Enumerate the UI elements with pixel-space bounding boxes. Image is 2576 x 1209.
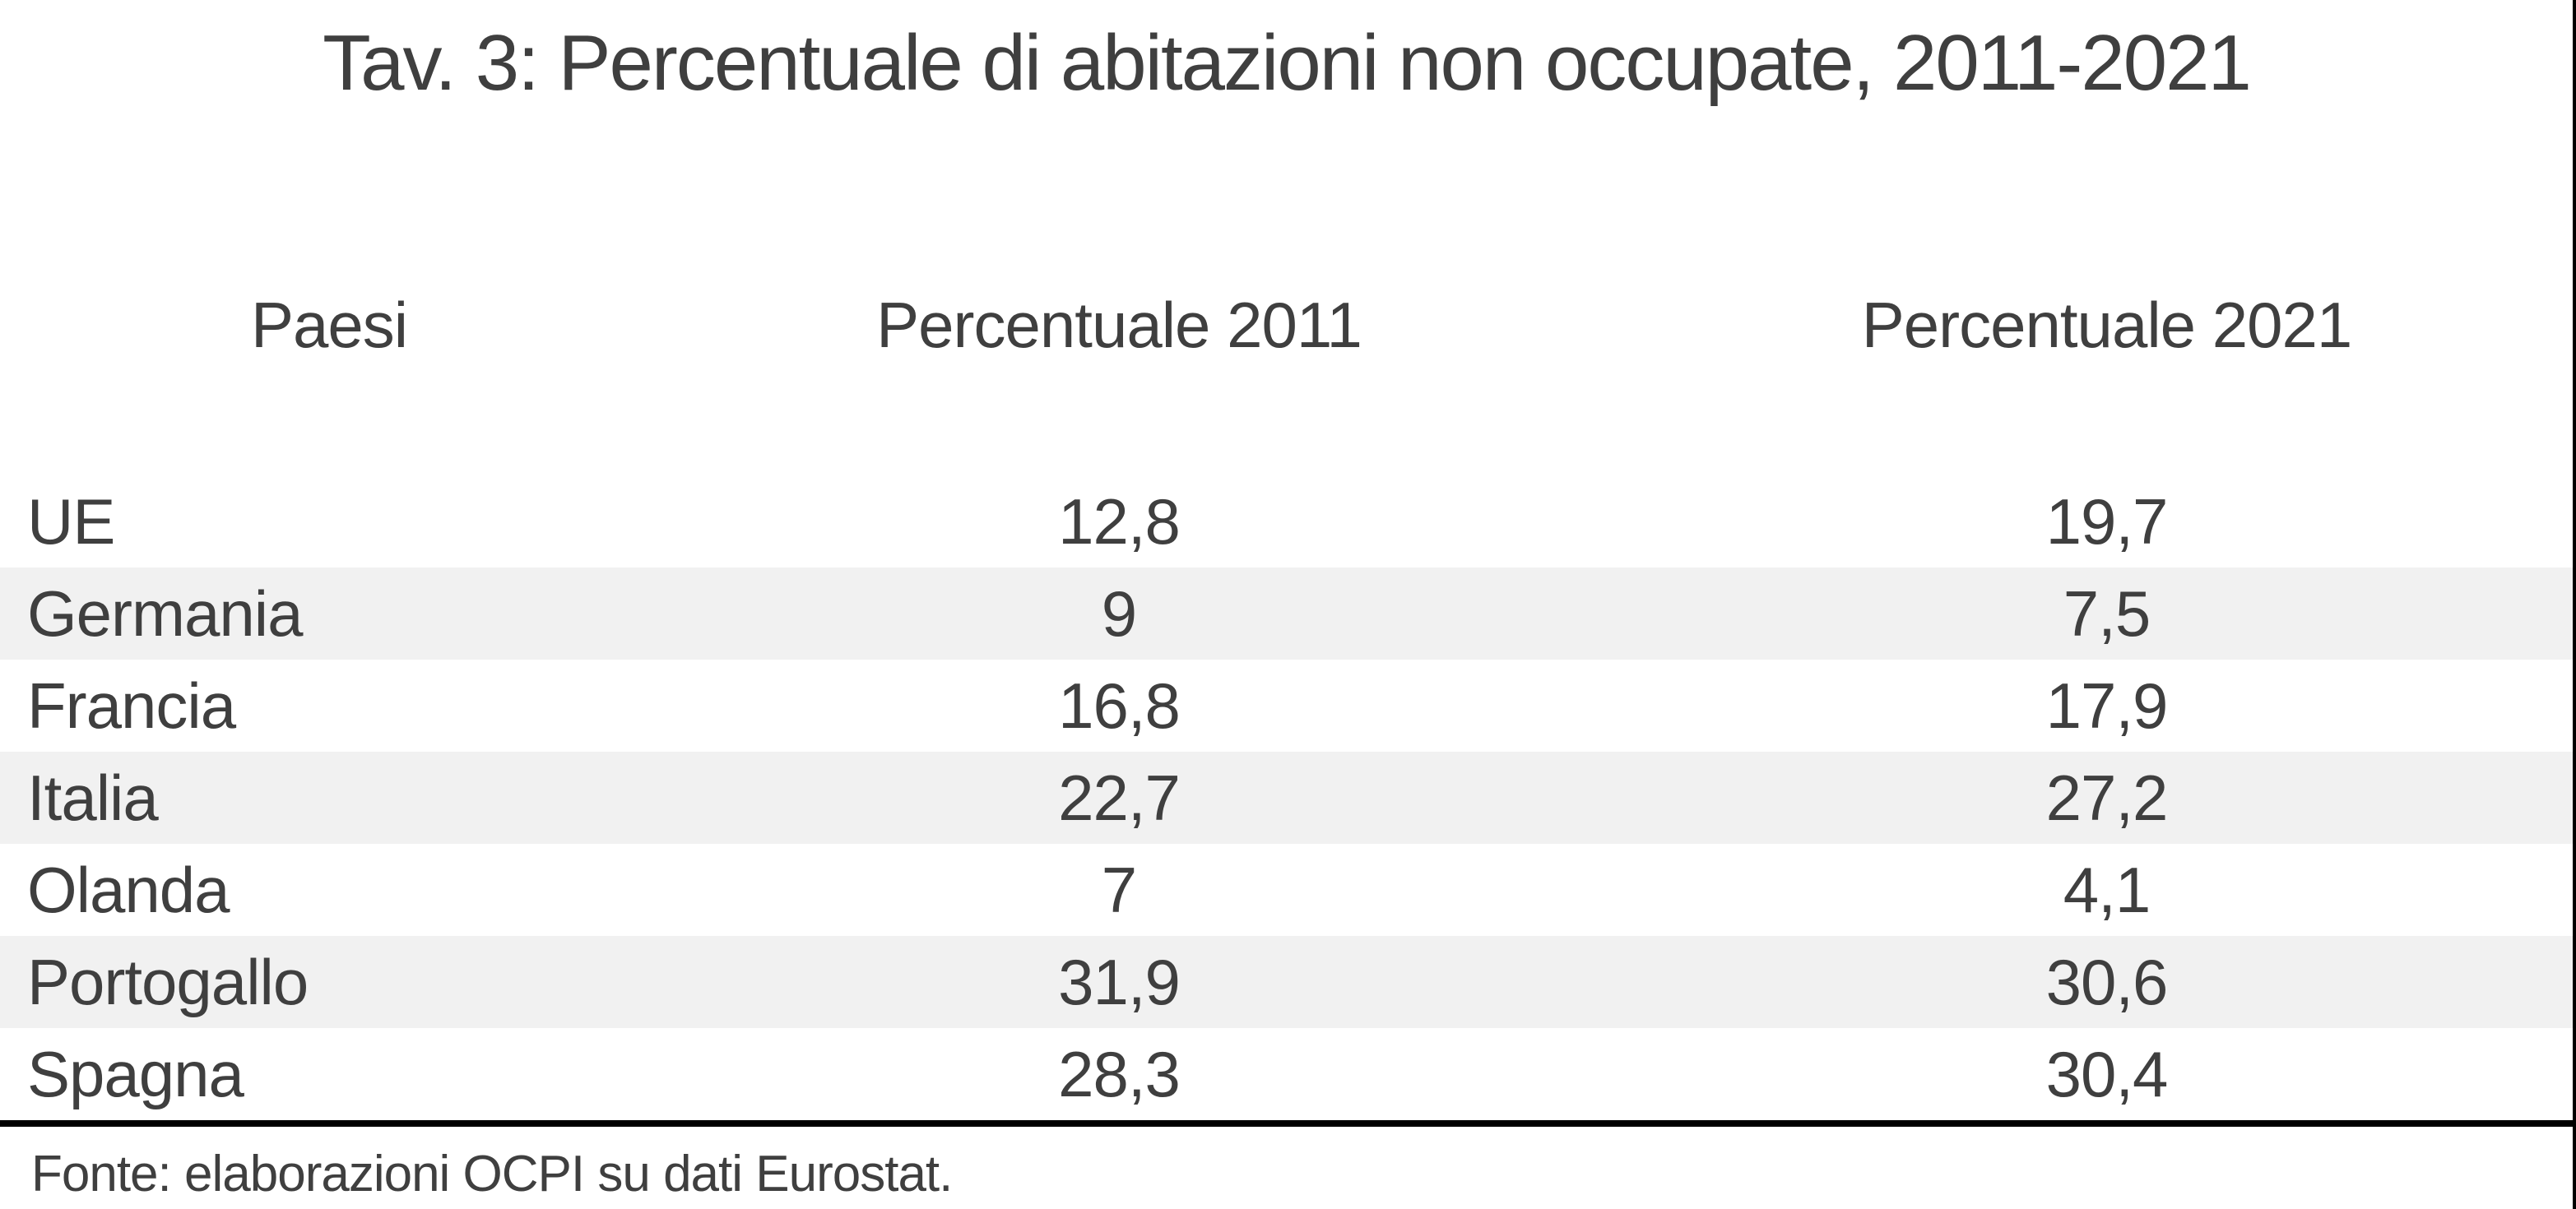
table-row-ue: UE 12,8 19,7 [0, 475, 2576, 567]
country-cell: Francia [27, 669, 236, 742]
data-table: Paesi Percentuale 2011 Percentuale 2021 … [0, 259, 2576, 1120]
header-row: Paesi Percentuale 2011 Percentuale 2021 [0, 259, 2576, 391]
value-2011-cell: 12,8 [1058, 484, 1181, 558]
table-row-spagna: Spagna 28,3 30,4 [0, 1028, 2576, 1120]
header-paesi: Paesi [250, 288, 408, 361]
value-2021-cell: 4,1 [2063, 853, 2151, 926]
country-cell: Olanda [27, 853, 230, 926]
table-row-olanda: Olanda 7 4,1 [0, 844, 2576, 936]
value-2021-cell: 30,6 [2045, 945, 2169, 1018]
country-cell: Portogallo [27, 945, 309, 1018]
table-row-germania: Germania 9 7,5 [0, 567, 2576, 660]
source-note: Fonte: elaborazioni OCPI su dati Eurosta… [31, 1146, 953, 1202]
header-percentuale-2021: Percentuale 2021 [1861, 288, 2352, 361]
value-2011-cell: 9 [1101, 577, 1137, 650]
value-2011-cell: 22,7 [1058, 761, 1181, 834]
value-2011-cell: 31,9 [1058, 945, 1181, 1018]
spacer-cell [0, 391, 2576, 475]
country-cell: UE [27, 484, 115, 558]
value-2021-cell: 30,4 [2045, 1037, 2169, 1110]
data-table-container: Paesi Percentuale 2011 Percentuale 2021 … [0, 259, 2576, 1127]
country-cell: Spagna [27, 1037, 244, 1110]
value-2011-cell: 7 [1101, 853, 1137, 926]
value-2021-cell: 17,9 [2045, 669, 2169, 742]
value-2011-cell: 16,8 [1058, 669, 1181, 742]
spacer-row [0, 391, 2576, 475]
value-2011-cell: 28,3 [1058, 1037, 1181, 1110]
header-percentuale-2011: Percentuale 2011 [876, 288, 1362, 361]
value-2021-cell: 7,5 [2063, 577, 2151, 650]
country-cell: Germania [27, 577, 303, 650]
table-row-portogallo: Portogallo 31,9 30,6 [0, 936, 2576, 1028]
table-row-italia: Italia 22,7 27,2 [0, 752, 2576, 844]
table-title: Tav. 3: Percentuale di abitazioni non oc… [323, 19, 2252, 107]
value-2021-cell: 19,7 [2045, 484, 2169, 558]
country-cell: Italia [27, 761, 159, 834]
page-right-border [2573, 0, 2576, 1209]
value-2021-cell: 27,2 [2045, 761, 2169, 834]
table-row-francia: Francia 16,8 17,9 [0, 660, 2576, 752]
